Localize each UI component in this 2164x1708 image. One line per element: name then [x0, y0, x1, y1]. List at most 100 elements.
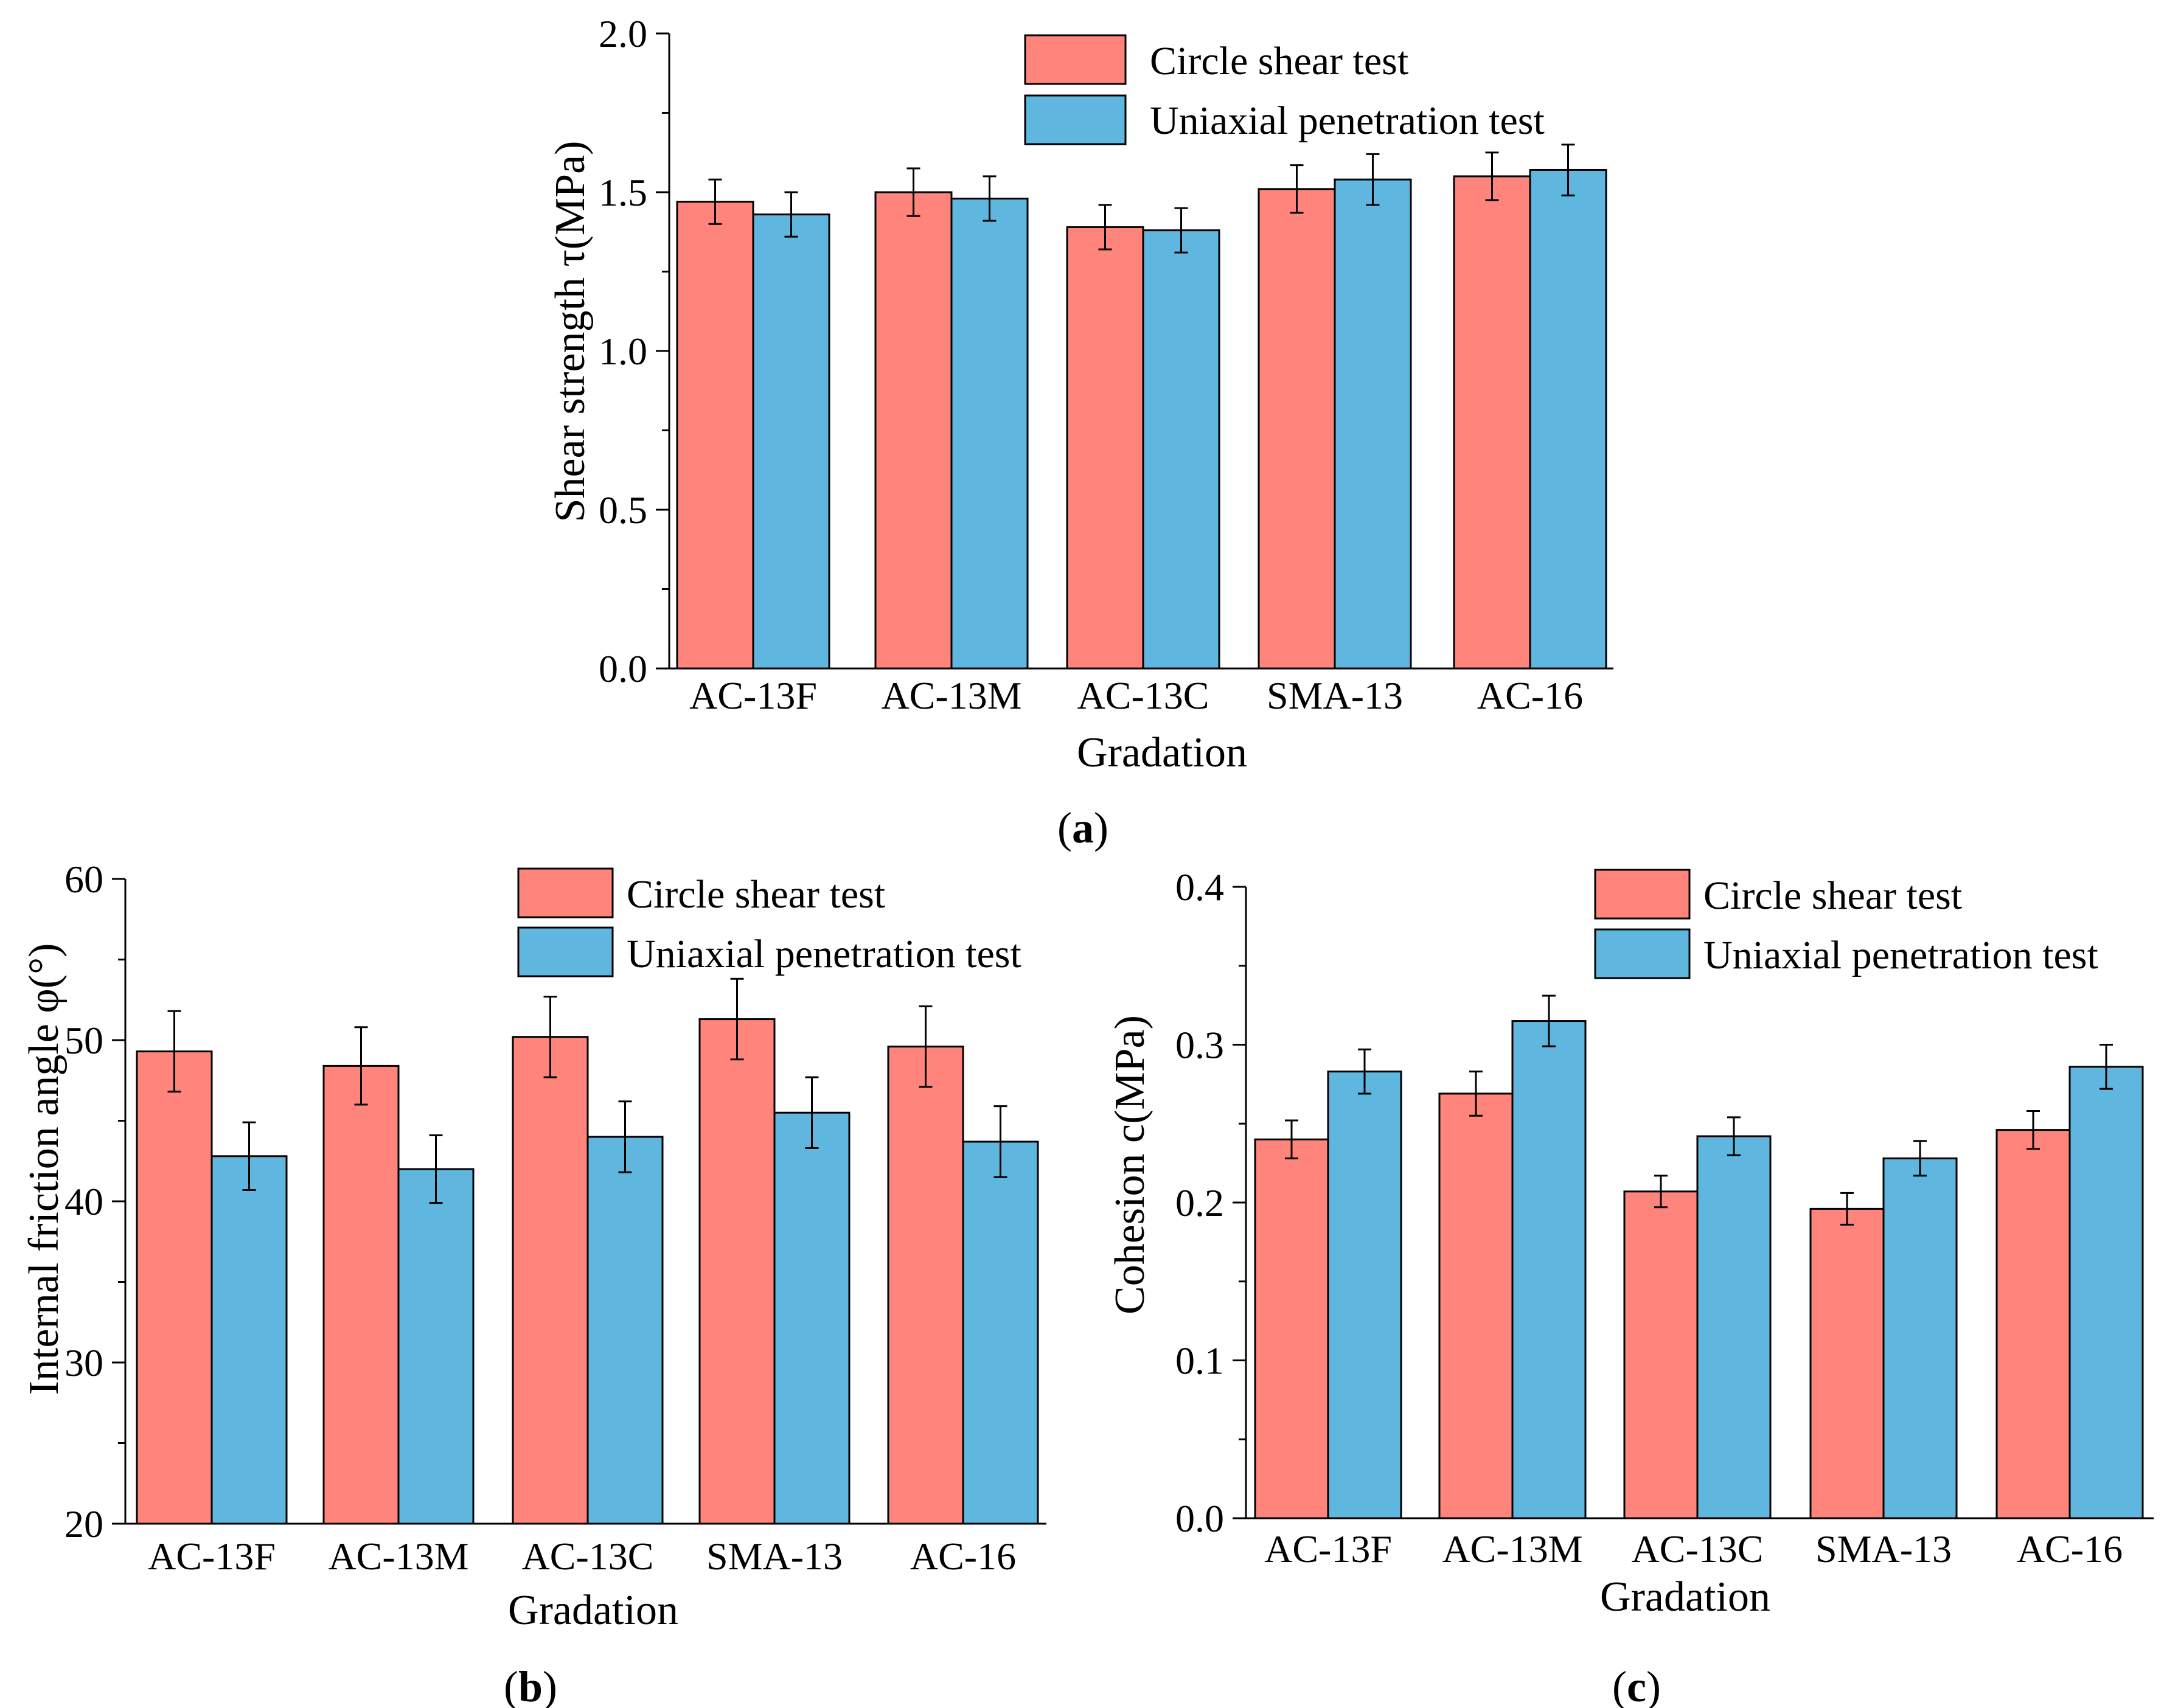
- chart-a-x-tick-labels: AC-13F AC-13M AC-13C SMA-13 AC-16: [689, 674, 1583, 717]
- chart-c-bar-uniaxial-ac-13c: [1696, 1135, 1772, 1519]
- chart-b-bar-circle-ac-13f: [136, 1050, 213, 1525]
- chart-a-bar-uniaxial-ac-13c: [1142, 229, 1220, 670]
- chart-b-bars: [136, 1018, 1039, 1525]
- chart-c-x-tick-label-ac-16: AC-16: [2017, 1527, 2123, 1571]
- chart-c-bar-circle-ac-13c: [1623, 1190, 1699, 1519]
- chart-a-error-bar-circle-ac-13m: [906, 167, 920, 217]
- chart-c-bar-circle-ac-13f: [1254, 1138, 1329, 1519]
- chart-a-error-bar-uniaxial-sma-13: [1366, 153, 1380, 206]
- chart-a-error-bar-circle-sma-13: [1290, 164, 1304, 214]
- chart-b-x-tick-label-ac-13m: AC-13M: [328, 1535, 468, 1578]
- chart-a-x-tick-label-ac-13c: AC-13C: [1077, 674, 1209, 717]
- chart-a-legend-swatch-uniaxial: [1024, 94, 1127, 145]
- chart-a-x-tick-label-ac-13m: AC-13M: [881, 674, 1021, 717]
- chart-b-x-axis-title: Gradation: [508, 1587, 678, 1634]
- chart-a-bar-uniaxial-sma-13: [1334, 178, 1412, 670]
- chart-c-x-tick-label-sma-13: SMA-13: [1815, 1527, 1952, 1571]
- chart-a-bar-circle-ac-13m: [874, 191, 953, 670]
- chart-a-x-tick-label-sma-13: SMA-13: [1267, 674, 1403, 717]
- chart-b-legend-swatch-circle: [517, 867, 614, 918]
- chart-b-axes: [112, 878, 1046, 1525]
- chart-a-bar-circle-sma-13: [1258, 188, 1336, 670]
- chart-c-error-bars: [1285, 995, 2113, 1226]
- chart-b-bar-uniaxial-ac-16: [962, 1140, 1039, 1525]
- chart-a-y-tick-label: 0.5: [599, 488, 647, 532]
- chart-c-bar-uniaxial-ac-13m: [1511, 1020, 1587, 1519]
- chart-a-error-bar-uniaxial-ac-13f: [784, 191, 798, 238]
- chart-b-error-bar-circle-ac-13m: [354, 1026, 368, 1106]
- chart-a-bar-circle-ac-13f: [676, 201, 754, 670]
- chart-b-bar-uniaxial-sma-13: [773, 1111, 851, 1525]
- chart-c-error-bar-uniaxial-ac-16: [2100, 1044, 2113, 1090]
- chart-a-error-bar-circle-ac-13f: [708, 178, 722, 225]
- chart-b-x-tick-label-ac-13c: AC-13C: [522, 1535, 654, 1578]
- chart-c-bar-circle-ac-13m: [1438, 1092, 1514, 1519]
- chart-c-error-bar-circle-ac-13c: [1654, 1175, 1668, 1209]
- chart-b-error-bars: [167, 977, 1007, 1204]
- chart-b-y-tick-labels: 20 30 40 50 60: [64, 858, 103, 1546]
- chart-a-y-tick-label: 2.0: [599, 12, 647, 55]
- chart-a-x-tick-label-ac-13f: AC-13F: [689, 674, 817, 717]
- chart-a-y-tick-label: 0.0: [599, 647, 647, 690]
- chart-a-bar-circle-ac-16: [1453, 175, 1531, 670]
- chart-b-y-tick-label: 40: [64, 1180, 103, 1223]
- chart-c-x-tick-label-ac-13m: AC-13M: [1442, 1527, 1582, 1571]
- chart-b-bar-uniaxial-ac-13c: [586, 1136, 664, 1525]
- chart-c-error-bar-circle-ac-13f: [1285, 1119, 1298, 1159]
- chart-a-error-bar-circle-ac-16: [1485, 151, 1499, 201]
- chart-b-legend-label-uniaxial: Uniaxial penetration test: [627, 932, 1021, 976]
- chart-b-legend: Circle shear test Uniaxial penetration t…: [517, 867, 1021, 977]
- chart-b-x-tick-label-ac-13f: AC-13F: [148, 1535, 276, 1578]
- chart-b-y-tick-label: 50: [64, 1019, 103, 1062]
- chart-b-bar-uniaxial-ac-13m: [397, 1168, 475, 1525]
- chart-a-legend: Circle shear test Uniaxial penetration t…: [1024, 34, 1545, 145]
- chart-c-legend-swatch-circle: [1594, 869, 1691, 920]
- chart-a-y-tick-label: 1.5: [599, 171, 647, 214]
- chart-c-y-tick-label: 0.0: [1175, 1497, 1224, 1540]
- chart-c-bars: [1254, 1020, 2144, 1519]
- chart-b-caption: (b): [504, 1662, 557, 1708]
- chart-a-y-tick-labels: 0.0 0.5 1.0 1.5 2.0: [599, 12, 647, 690]
- chart-b-error-bar-circle-ac-16: [919, 1005, 933, 1088]
- chart-a-legend-label-circle: Circle shear test: [1150, 39, 1408, 83]
- chart-b-error-bar-uniaxial-ac-16: [993, 1105, 1007, 1178]
- chart-c-y-tick-label: 0.4: [1175, 866, 1224, 909]
- chart-a-y-axis-title: Shear strength τ(MPa): [547, 141, 594, 522]
- chart-c-error-bar-circle-ac-13m: [1469, 1071, 1483, 1117]
- chart-c-error-bar-circle-ac-16: [2027, 1109, 2040, 1150]
- chart-b-y-tick-label: 30: [64, 1341, 103, 1384]
- chart-c: 0.0 0.1 0.2 0.3 0.4 AC-13F AC-13M AC-13C SMA-13…: [1107, 866, 2154, 1708]
- chart-a-bar-uniaxial-ac-13m: [950, 197, 1029, 670]
- chart-c-bar-circle-ac-16: [1995, 1129, 2071, 1519]
- chart-c-legend: Circle shear test Uniaxial penetration t…: [1594, 869, 2098, 979]
- chart-c-x-tick-label-ac-13c: AC-13C: [1632, 1527, 1764, 1571]
- chart-c-bar-uniaxial-ac-16: [2068, 1066, 2144, 1519]
- chart-b-y-axis-title: Internal friction angle φ(°): [21, 943, 68, 1395]
- chart-b-bar-circle-ac-13c: [512, 1036, 589, 1525]
- chart-a-axes: [656, 32, 1613, 670]
- chart-b-x-tick-label-sma-13: SMA-13: [706, 1535, 843, 1578]
- chart-c-x-tick-labels: AC-13F AC-13M AC-13C SMA-13 AC-16: [1264, 1527, 2123, 1571]
- chart-b-y-tick-label: 20: [64, 1502, 103, 1546]
- chart-c-error-bar-uniaxial-sma-13: [1913, 1140, 1927, 1177]
- chart-a-x-tick-label-ac-16: AC-16: [1477, 674, 1583, 717]
- chart-a-error-bar-uniaxial-ac-13c: [1174, 207, 1188, 254]
- chart-b-bar-circle-ac-16: [887, 1046, 964, 1525]
- chart-b-legend-swatch-uniaxial: [517, 926, 614, 977]
- chart-b-bar-uniaxial-ac-13f: [210, 1155, 288, 1525]
- chart-c-error-bar-circle-sma-13: [1840, 1192, 1854, 1226]
- chart-b-error-bar-circle-ac-13c: [543, 995, 557, 1078]
- chart-a-legend-label-uniaxial: Uniaxial penetration test: [1150, 99, 1545, 143]
- chart-a-error-bars: [708, 144, 1575, 254]
- chart-b-error-bar-circle-sma-13: [730, 977, 744, 1061]
- chart-a-bar-uniaxial-ac-16: [1529, 168, 1607, 670]
- chart-c-bar-uniaxial-sma-13: [1882, 1157, 1958, 1519]
- chart-c-y-tick-label: 0.1: [1175, 1339, 1224, 1383]
- chart-c-y-axis-title: Cohesion c(MPa): [1107, 1015, 1153, 1314]
- chart-c-y-tick-label: 0.2: [1175, 1181, 1224, 1224]
- chart-b-error-bar-uniaxial-ac-13c: [618, 1100, 632, 1173]
- chart-a-error-bar-uniaxial-ac-16: [1561, 144, 1575, 196]
- chart-b-error-bar-uniaxial-sma-13: [805, 1076, 819, 1150]
- chart-a-caption: (a): [1057, 804, 1108, 852]
- chart-b-error-bar-uniaxial-ac-13f: [242, 1121, 256, 1191]
